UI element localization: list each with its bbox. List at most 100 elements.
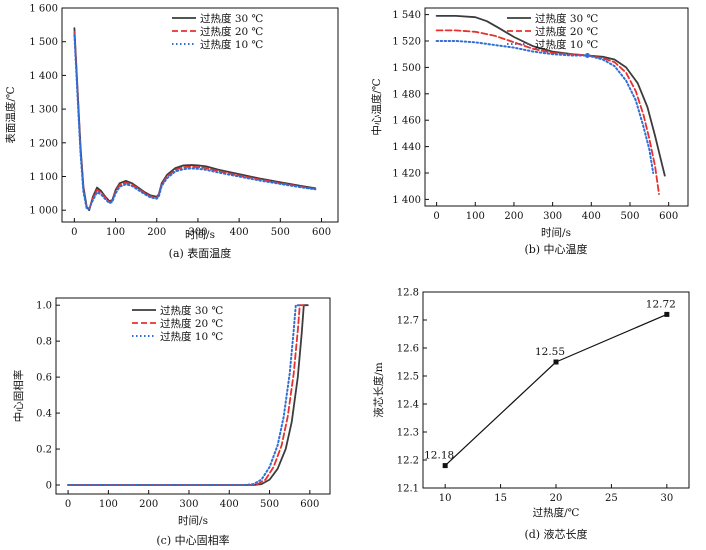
series-line-2	[73, 30, 317, 211]
panel-d-series	[442, 311, 670, 469]
x-tick-label: 400	[230, 227, 249, 238]
legend-label: 过热度 20 ℃	[535, 25, 599, 38]
panel-c-x-axis-label: 时间/s	[178, 514, 208, 527]
panel-b-plot-frame	[424, 7, 689, 207]
x-tick-label: 30	[660, 493, 673, 504]
x-tick-label: 100	[106, 227, 125, 238]
x-tick-label: 400	[220, 499, 239, 510]
x-tick-label: 300	[188, 227, 207, 238]
legend-label: 过热度 30 ℃	[535, 12, 599, 25]
panel-c-y-ticks: 0 0.2 0.4 0.6 0.8 1.0	[36, 301, 60, 492]
x-tick-label: 200	[139, 499, 158, 510]
panel-a-x-ticks: 0 100 200 300 400 500 600	[71, 218, 331, 238]
x-tick-label: 200	[147, 227, 166, 238]
y-tick-label: 1 500	[392, 63, 421, 74]
data-point-marker	[664, 311, 670, 317]
series-line-1	[444, 313, 668, 467]
y-tick-label: 1 500	[29, 37, 58, 48]
panel-a-caption: (a) 表面温度	[169, 246, 232, 260]
y-tick-label: 0.2	[36, 445, 52, 456]
panel-a-y-ticks: 1 000 1 100 1 200 1 300 1 400 1 500 1 600	[29, 4, 66, 217]
x-tick-label: 300	[543, 211, 562, 222]
panel-a-plot-frame	[61, 7, 339, 223]
y-tick-label: 0	[46, 481, 52, 492]
panel-d-liquid-core-length: 10 15 20 25 30 12.112.212.312.412.512.612.71…	[372, 288, 690, 541]
data-label: 12.18	[424, 450, 454, 462]
y-tick-label: 12.8	[397, 288, 419, 299]
legend-label: 过热度 30 ℃	[160, 304, 224, 317]
legend-label: 过热度 10 ℃	[200, 38, 264, 51]
y-tick-label: 1 200	[29, 138, 58, 149]
y-tick-label: 0.6	[36, 373, 52, 384]
y-tick-label: 1 100	[29, 172, 58, 183]
panel-b-y-axis-label: 中心温度/℃	[370, 78, 383, 136]
x-tick-label: 200	[504, 211, 523, 222]
x-tick-label: 500	[620, 211, 639, 222]
legend-label: 过热度 10 ℃	[535, 38, 599, 51]
legend-label: 过热度 20 ℃	[200, 25, 264, 38]
y-tick-label: 12.4	[397, 400, 419, 411]
panel-d-x-axis-label: 过热度/℃	[533, 506, 580, 519]
panel-c-series	[67, 304, 309, 486]
y-tick-label: 1 420	[392, 169, 421, 180]
panel-b-y-ticks: 1 400 1 420 1 440 1 460 1 480 1 500 1 520 1 540	[392, 10, 429, 206]
y-tick-label: 12.2	[397, 456, 419, 467]
panel-a-y-axis-label: 表面温度/℃	[4, 86, 17, 144]
panel-b-x-axis-label: 时间/s	[541, 226, 571, 239]
panel-d-y-axis-label: 液芯长度/m	[372, 362, 385, 418]
y-tick-label: 12.1	[397, 484, 419, 495]
panel-c-x-ticks: 0 100 200 300 400 500 600	[65, 490, 319, 510]
y-tick-label: 1 400	[392, 195, 421, 206]
panel-c-center-solid-fraction: 0 100 200 300 400 500 600 0 0.2 0.4 0.6 0.8 1.0 过热度…	[12, 297, 331, 547]
y-tick-label: 1 480	[392, 89, 421, 100]
y-tick-label: 1 460	[392, 116, 421, 127]
series-line-2	[435, 29, 660, 196]
series-line-2	[67, 304, 305, 486]
panel-a-series	[73, 27, 317, 212]
legend-label: 过热度 30 ℃	[200, 12, 264, 25]
x-tick-label: 15	[494, 493, 507, 504]
y-tick-label: 1.0	[36, 301, 52, 312]
y-tick-label: 12.6	[397, 344, 419, 355]
x-tick-label: 400	[582, 211, 601, 222]
panel-d-data-labels: 12.18 12.55 12.72	[424, 298, 676, 461]
x-tick-label: 300	[179, 499, 198, 510]
panel-d-caption: (d) 液芯长度	[524, 527, 587, 541]
x-tick-label: 20	[550, 493, 563, 504]
y-tick-label: 12.3	[397, 428, 419, 439]
x-tick-label: 25	[605, 493, 618, 504]
x-tick-label: 0	[71, 227, 77, 238]
y-tick-label: 0.4	[36, 409, 52, 420]
panel-d-x-ticks: 10 15 20 25 30	[439, 484, 673, 504]
x-tick-label: 500	[271, 227, 290, 238]
panel-c-plot-frame	[55, 297, 331, 495]
panel-b-center-temperature: 0 100 200 300 400 500 600 1 400 1 420 1 440 1 460…	[370, 7, 689, 256]
legend-label: 过热度 10 ℃	[160, 330, 224, 343]
panel-b-x-ticks: 0 100 200 300 400 500 600	[433, 202, 678, 222]
data-label: 12.72	[646, 298, 676, 310]
x-tick-label: 100	[99, 499, 118, 510]
legend-label: 过热度 20 ℃	[160, 317, 224, 330]
panel-d-y-ticks: 12.1 12.2 12.3 12.4 12.5 12.6 12.7 12.8	[397, 288, 427, 495]
series-line-3	[67, 304, 301, 486]
data-point-marker	[553, 359, 559, 365]
x-tick-label: 600	[312, 227, 331, 238]
y-tick-label: 1 520	[392, 37, 421, 48]
x-tick-label: 600	[300, 499, 319, 510]
intersection-marker	[584, 53, 590, 59]
y-tick-label: 12.7	[397, 316, 419, 327]
data-point-marker	[442, 463, 448, 469]
panel-a-x-axis-label: 时间/s	[185, 228, 215, 241]
x-tick-label: 500	[260, 499, 279, 510]
x-tick-label: 0	[65, 499, 71, 510]
y-tick-label: 12.5	[397, 372, 419, 383]
panel-b-caption: (b) 中心温度	[524, 242, 587, 256]
x-tick-label: 10	[439, 493, 452, 504]
panel-c-y-axis-label: 中心固相率	[12, 370, 25, 423]
panel-a-surface-temperature: 0 100 200 300 400 500 600 1 000 1 100 1 200 1 300…	[4, 4, 339, 260]
x-tick-label: 600	[659, 211, 678, 222]
